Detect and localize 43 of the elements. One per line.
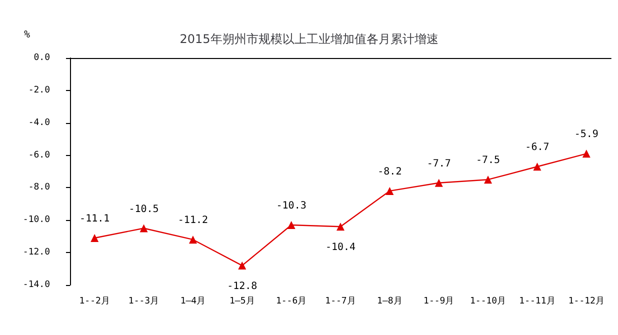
data-label: -5.9 [574,129,598,140]
point [188,236,197,244]
chart-title: 2015年朔州市规模以上工业增加值各月累计增速 [180,32,438,46]
point [287,221,296,230]
y-tick-label: -2.0 [28,85,50,96]
y-axis-title: % [24,30,30,40]
data-label: -10.4 [325,242,356,254]
data-label: -11.1 [80,213,110,224]
data-label: -11.2 [178,215,208,226]
x-tick-label: 1—5月 [230,296,255,306]
point [386,186,394,195]
x-tick-label: 1--3月 [128,296,160,306]
x-tick-label: 1--7月 [325,296,356,306]
y-tick-label: -12.0 [22,248,50,258]
y-tick-label: 0.0 [34,53,50,63]
y-tick-label: -4.0 [28,118,50,128]
point [238,262,246,270]
x-tick-label: 1--6月 [276,296,307,306]
data-label: -6.7 [525,142,550,154]
point [434,178,443,187]
y-tick-label: -6.0 [28,150,50,160]
data-label: -10.5 [128,204,159,215]
point [336,222,344,231]
point [484,176,492,184]
y-tick-label: -14.0 [22,280,50,290]
y-tick-label: -8.0 [28,182,50,193]
point [533,162,542,171]
x-tick-label: 1--9月 [424,296,454,306]
data-label: -7.5 [476,155,500,166]
y-tick-label: -10.0 [22,215,50,226]
x-tick-label: 1--10月 [470,296,506,306]
point [140,224,148,232]
data-label: -12.8 [227,281,258,292]
x-tick-label: 1--2月 [79,296,110,306]
data-label: -10.3 [276,200,306,212]
point [582,150,590,158]
x-tick-label: 1--12月 [568,296,604,306]
x-tick-label: 1--11月 [519,296,556,306]
point [90,234,99,242]
data-label: -7.7 [426,158,451,170]
data-label: -8.2 [378,166,402,178]
x-tick-label: 1—8月 [377,296,402,306]
x-tick-label: 1—4月 [180,296,206,306]
